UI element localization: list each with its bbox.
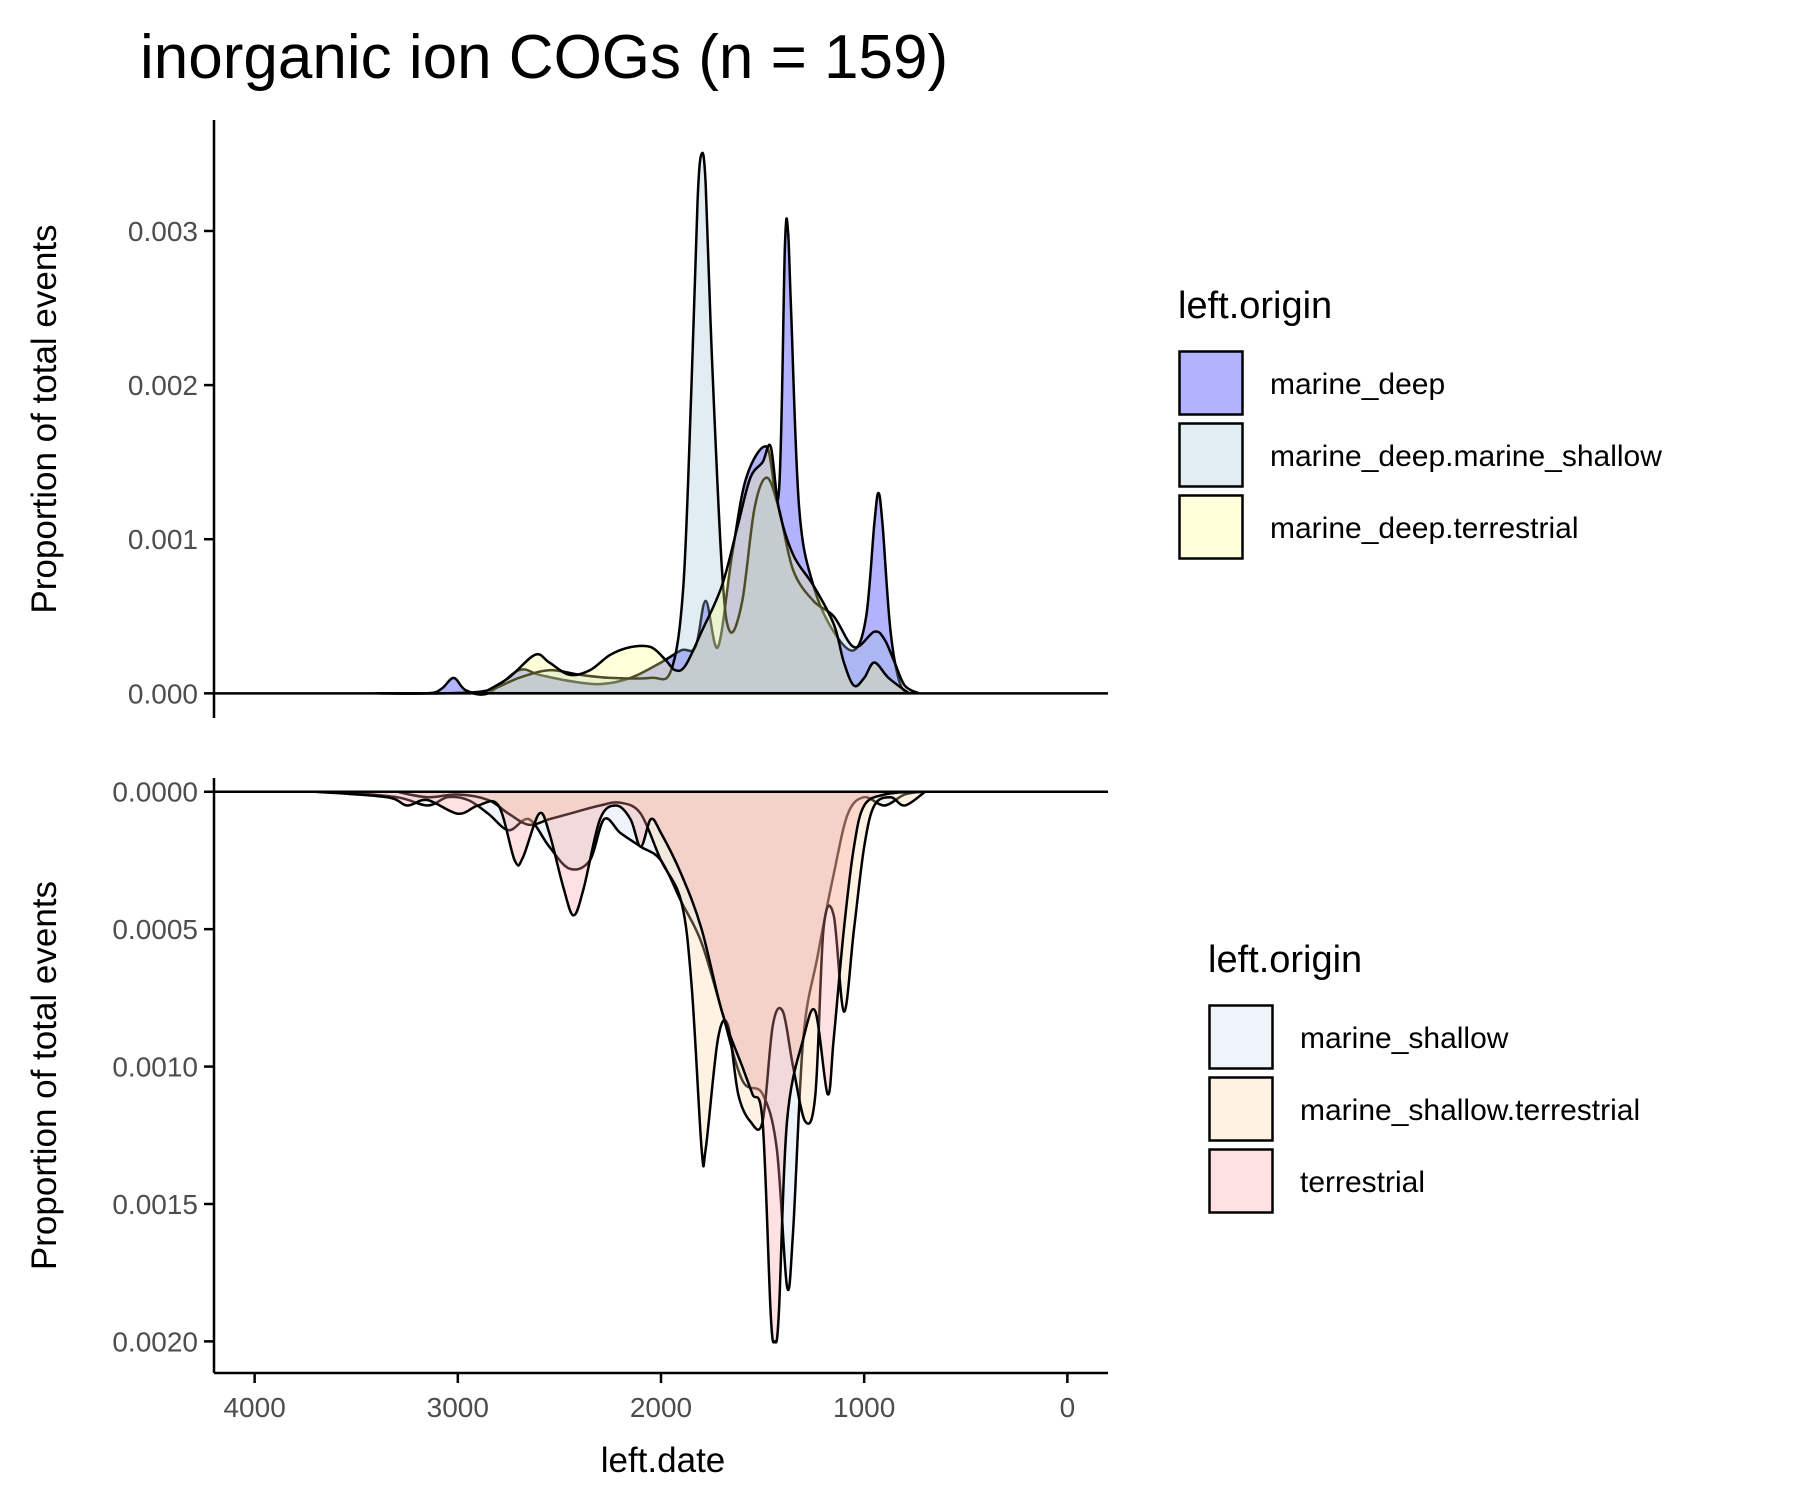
- y-axis-title: Proportion of total events: [25, 224, 64, 613]
- legend-key-bg: [1208, 1148, 1274, 1214]
- legend-label: marine_deep.marine_shallow: [1270, 440, 1662, 473]
- legend-key-bg: [1178, 422, 1244, 488]
- legend-key-bg: [1208, 1076, 1274, 1142]
- x-tick-label: 1000: [833, 1392, 895, 1423]
- legend-swatch: [1208, 1076, 1274, 1142]
- x-axis-title: left.date: [601, 1441, 726, 1480]
- x-tick-label: 4000: [223, 1392, 285, 1423]
- legend-label: marine_shallow: [1300, 1022, 1509, 1055]
- panel-1: 0.000 0.001 0.002 0.003 Proportion of total …: [25, 120, 1662, 718]
- y-axis-title: Proportion of total events: [25, 881, 64, 1270]
- x-tick-label: 0: [1060, 1392, 1076, 1423]
- y-tick-label: 0.0005: [112, 914, 198, 945]
- legend-title: left.origin: [1178, 285, 1332, 327]
- legend-label: marine_shallow.terrestrial: [1300, 1094, 1640, 1127]
- x-axis: 4000 3000 2000 1000 0: [214, 1371, 1108, 1423]
- legend-key-bg: [1178, 494, 1244, 560]
- legend-title: left.origin: [1208, 939, 1362, 981]
- legend-label: terrestrial: [1300, 1166, 1425, 1199]
- y-tick-label: 0.000: [128, 678, 198, 709]
- density-marine-deep-marine-shallow: [375, 151, 921, 695]
- density-marine-deep-terrestrial: [480, 443, 911, 695]
- legend-key-bg: [1178, 350, 1244, 416]
- legend-label: marine_deep: [1270, 368, 1445, 401]
- x-tick-label: 2000: [630, 1392, 692, 1423]
- panel-2: 0.0000 0.0005 0.0010 0.0015 0.0020 Proportion…: [25, 777, 1640, 1373]
- legend-key-bg: [1208, 1004, 1274, 1070]
- legend-1: left.origin marine_deep marine_deep.marine…: [1178, 285, 1662, 560]
- y-tick-label: 0.0000: [112, 777, 198, 808]
- legend-swatch: [1178, 422, 1244, 488]
- density-marine-shallow: [334, 790, 927, 1292]
- x-tick-label: 3000: [427, 1392, 489, 1423]
- y-tick-label: 0.0020: [112, 1326, 198, 1357]
- legend-label: marine_deep.terrestrial: [1270, 512, 1578, 545]
- y-tick-label: 0.002: [128, 370, 198, 401]
- density-terrestrial: [314, 790, 917, 1344]
- y-tick-label: 0.0010: [112, 1052, 198, 1083]
- legend-2: left.origin marine_shallow marine_shallow.…: [1208, 939, 1640, 1214]
- legend-swatch: [1178, 494, 1244, 560]
- legend-swatch: [1208, 1004, 1274, 1070]
- chart-title: inorganic ion COGs (n = 159): [140, 23, 948, 92]
- y-tick-label: 0.001: [128, 524, 198, 555]
- y-tick-label: 0.003: [128, 216, 198, 247]
- legend-swatch: [1178, 350, 1244, 416]
- legend-swatch: [1208, 1148, 1274, 1214]
- panels: 0.000 0.001 0.002 0.003 Proportion of total …: [25, 120, 1662, 1423]
- y-tick-label: 0.0015: [112, 1189, 198, 1220]
